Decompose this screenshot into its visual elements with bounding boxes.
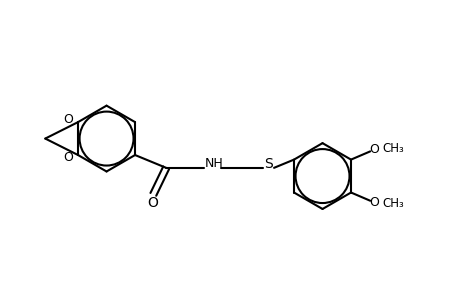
Text: O: O [147, 196, 157, 211]
Text: NH: NH [204, 157, 223, 170]
Text: S: S [263, 157, 272, 171]
Text: O: O [368, 196, 378, 209]
Text: CH₃: CH₃ [381, 142, 403, 155]
Text: O: O [63, 113, 73, 126]
Text: O: O [368, 143, 378, 156]
Text: O: O [63, 151, 73, 164]
Text: CH₃: CH₃ [381, 197, 403, 210]
